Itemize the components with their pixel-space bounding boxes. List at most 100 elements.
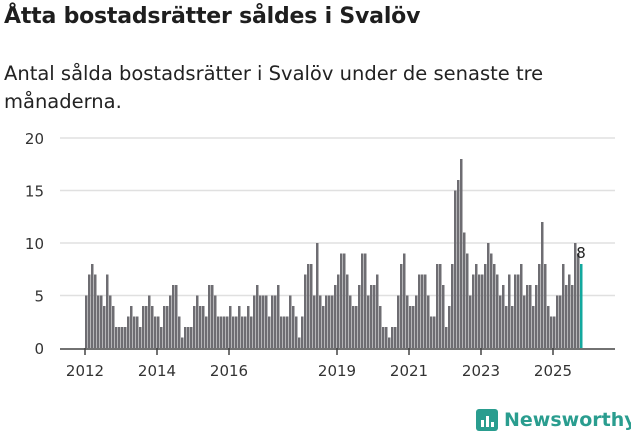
x-tick-label: 2019 bbox=[318, 362, 356, 380]
bar bbox=[523, 295, 526, 348]
bar bbox=[475, 264, 478, 348]
bar bbox=[454, 190, 457, 348]
bar bbox=[382, 327, 385, 348]
bar bbox=[226, 316, 229, 348]
bar bbox=[448, 306, 451, 348]
bar bbox=[319, 295, 322, 348]
bar bbox=[463, 232, 466, 348]
newsworthy-logo: Newsworthy bbox=[476, 409, 631, 431]
bar bbox=[505, 306, 508, 348]
bar bbox=[145, 306, 148, 348]
bar bbox=[217, 316, 220, 348]
bar bbox=[187, 327, 190, 348]
bar bbox=[547, 306, 550, 348]
bar bbox=[457, 180, 460, 348]
bar bbox=[139, 327, 142, 348]
bar bbox=[436, 264, 439, 348]
bar bbox=[118, 327, 121, 348]
bar bbox=[499, 295, 502, 348]
bar bbox=[265, 295, 268, 348]
bar bbox=[94, 274, 97, 348]
bar bbox=[193, 306, 196, 348]
bar bbox=[136, 316, 139, 348]
bar bbox=[112, 306, 115, 348]
bar bbox=[418, 274, 421, 348]
bar bbox=[574, 243, 577, 348]
bar bbox=[88, 274, 91, 348]
bar bbox=[292, 306, 295, 348]
bar bbox=[151, 306, 154, 348]
bar bbox=[433, 316, 436, 348]
bar-chart: 0 5 10 15 20 2012 2014 2016 2019 2021 2023 2025 8 bbox=[25, 130, 615, 380]
bar bbox=[493, 264, 496, 348]
bar bbox=[163, 306, 166, 348]
bar bbox=[271, 295, 274, 348]
bar bbox=[232, 316, 235, 348]
bar bbox=[340, 253, 343, 348]
bar bbox=[307, 264, 310, 348]
bar bbox=[367, 295, 370, 348]
bar bbox=[241, 316, 244, 348]
bar bbox=[106, 274, 109, 348]
bar bbox=[373, 285, 376, 348]
bar bbox=[403, 253, 406, 348]
bar bbox=[283, 316, 286, 348]
bar bbox=[274, 295, 277, 348]
bar bbox=[310, 264, 313, 348]
bar bbox=[160, 327, 163, 348]
bar bbox=[424, 274, 427, 348]
bar bbox=[208, 285, 211, 348]
bar bbox=[202, 306, 205, 348]
bar bbox=[526, 285, 529, 348]
bar bbox=[451, 264, 454, 348]
bar bbox=[277, 285, 280, 348]
bar bbox=[538, 264, 541, 348]
bar bbox=[361, 253, 364, 348]
bar bbox=[124, 327, 127, 348]
bar bbox=[427, 295, 430, 348]
bar bbox=[172, 285, 175, 348]
y-tick-label: 5 bbox=[34, 288, 44, 306]
bar bbox=[343, 253, 346, 348]
bar bbox=[313, 295, 316, 348]
bar bbox=[196, 295, 199, 348]
bar bbox=[364, 253, 367, 348]
bar bbox=[346, 274, 349, 348]
y-tick-label: 0 bbox=[34, 340, 44, 358]
bar bbox=[406, 295, 409, 348]
bar bbox=[127, 316, 130, 348]
bar bbox=[550, 316, 553, 348]
bar bbox=[376, 274, 379, 348]
bar bbox=[322, 306, 325, 348]
data-label-last: 8 bbox=[576, 244, 586, 262]
bar bbox=[568, 274, 571, 348]
bar bbox=[100, 295, 103, 348]
x-tick-label: 2021 bbox=[390, 362, 428, 380]
bar bbox=[508, 274, 511, 348]
bar bbox=[391, 327, 394, 348]
y-tick-label: 20 bbox=[25, 130, 44, 148]
bar bbox=[166, 306, 169, 348]
bar bbox=[280, 316, 283, 348]
bar bbox=[409, 306, 412, 348]
bar bbox=[496, 274, 499, 348]
chart-subtitle: Antal sålda bostadsrätter i Svalöv under… bbox=[4, 62, 544, 113]
bar bbox=[130, 306, 133, 348]
bar bbox=[532, 306, 535, 348]
bar bbox=[565, 285, 568, 348]
bar bbox=[328, 295, 331, 348]
bar bbox=[109, 295, 112, 348]
bar bbox=[244, 316, 247, 348]
bar bbox=[556, 295, 559, 348]
bar bbox=[580, 264, 583, 348]
x-tick-label: 2014 bbox=[138, 362, 176, 380]
bar bbox=[421, 274, 424, 348]
bar bbox=[514, 274, 517, 348]
bar bbox=[229, 306, 232, 348]
bar bbox=[331, 295, 334, 348]
bar bbox=[247, 306, 250, 348]
bar bbox=[121, 327, 124, 348]
bar bbox=[190, 327, 193, 348]
bar bbox=[256, 285, 259, 348]
bar bbox=[304, 274, 307, 348]
